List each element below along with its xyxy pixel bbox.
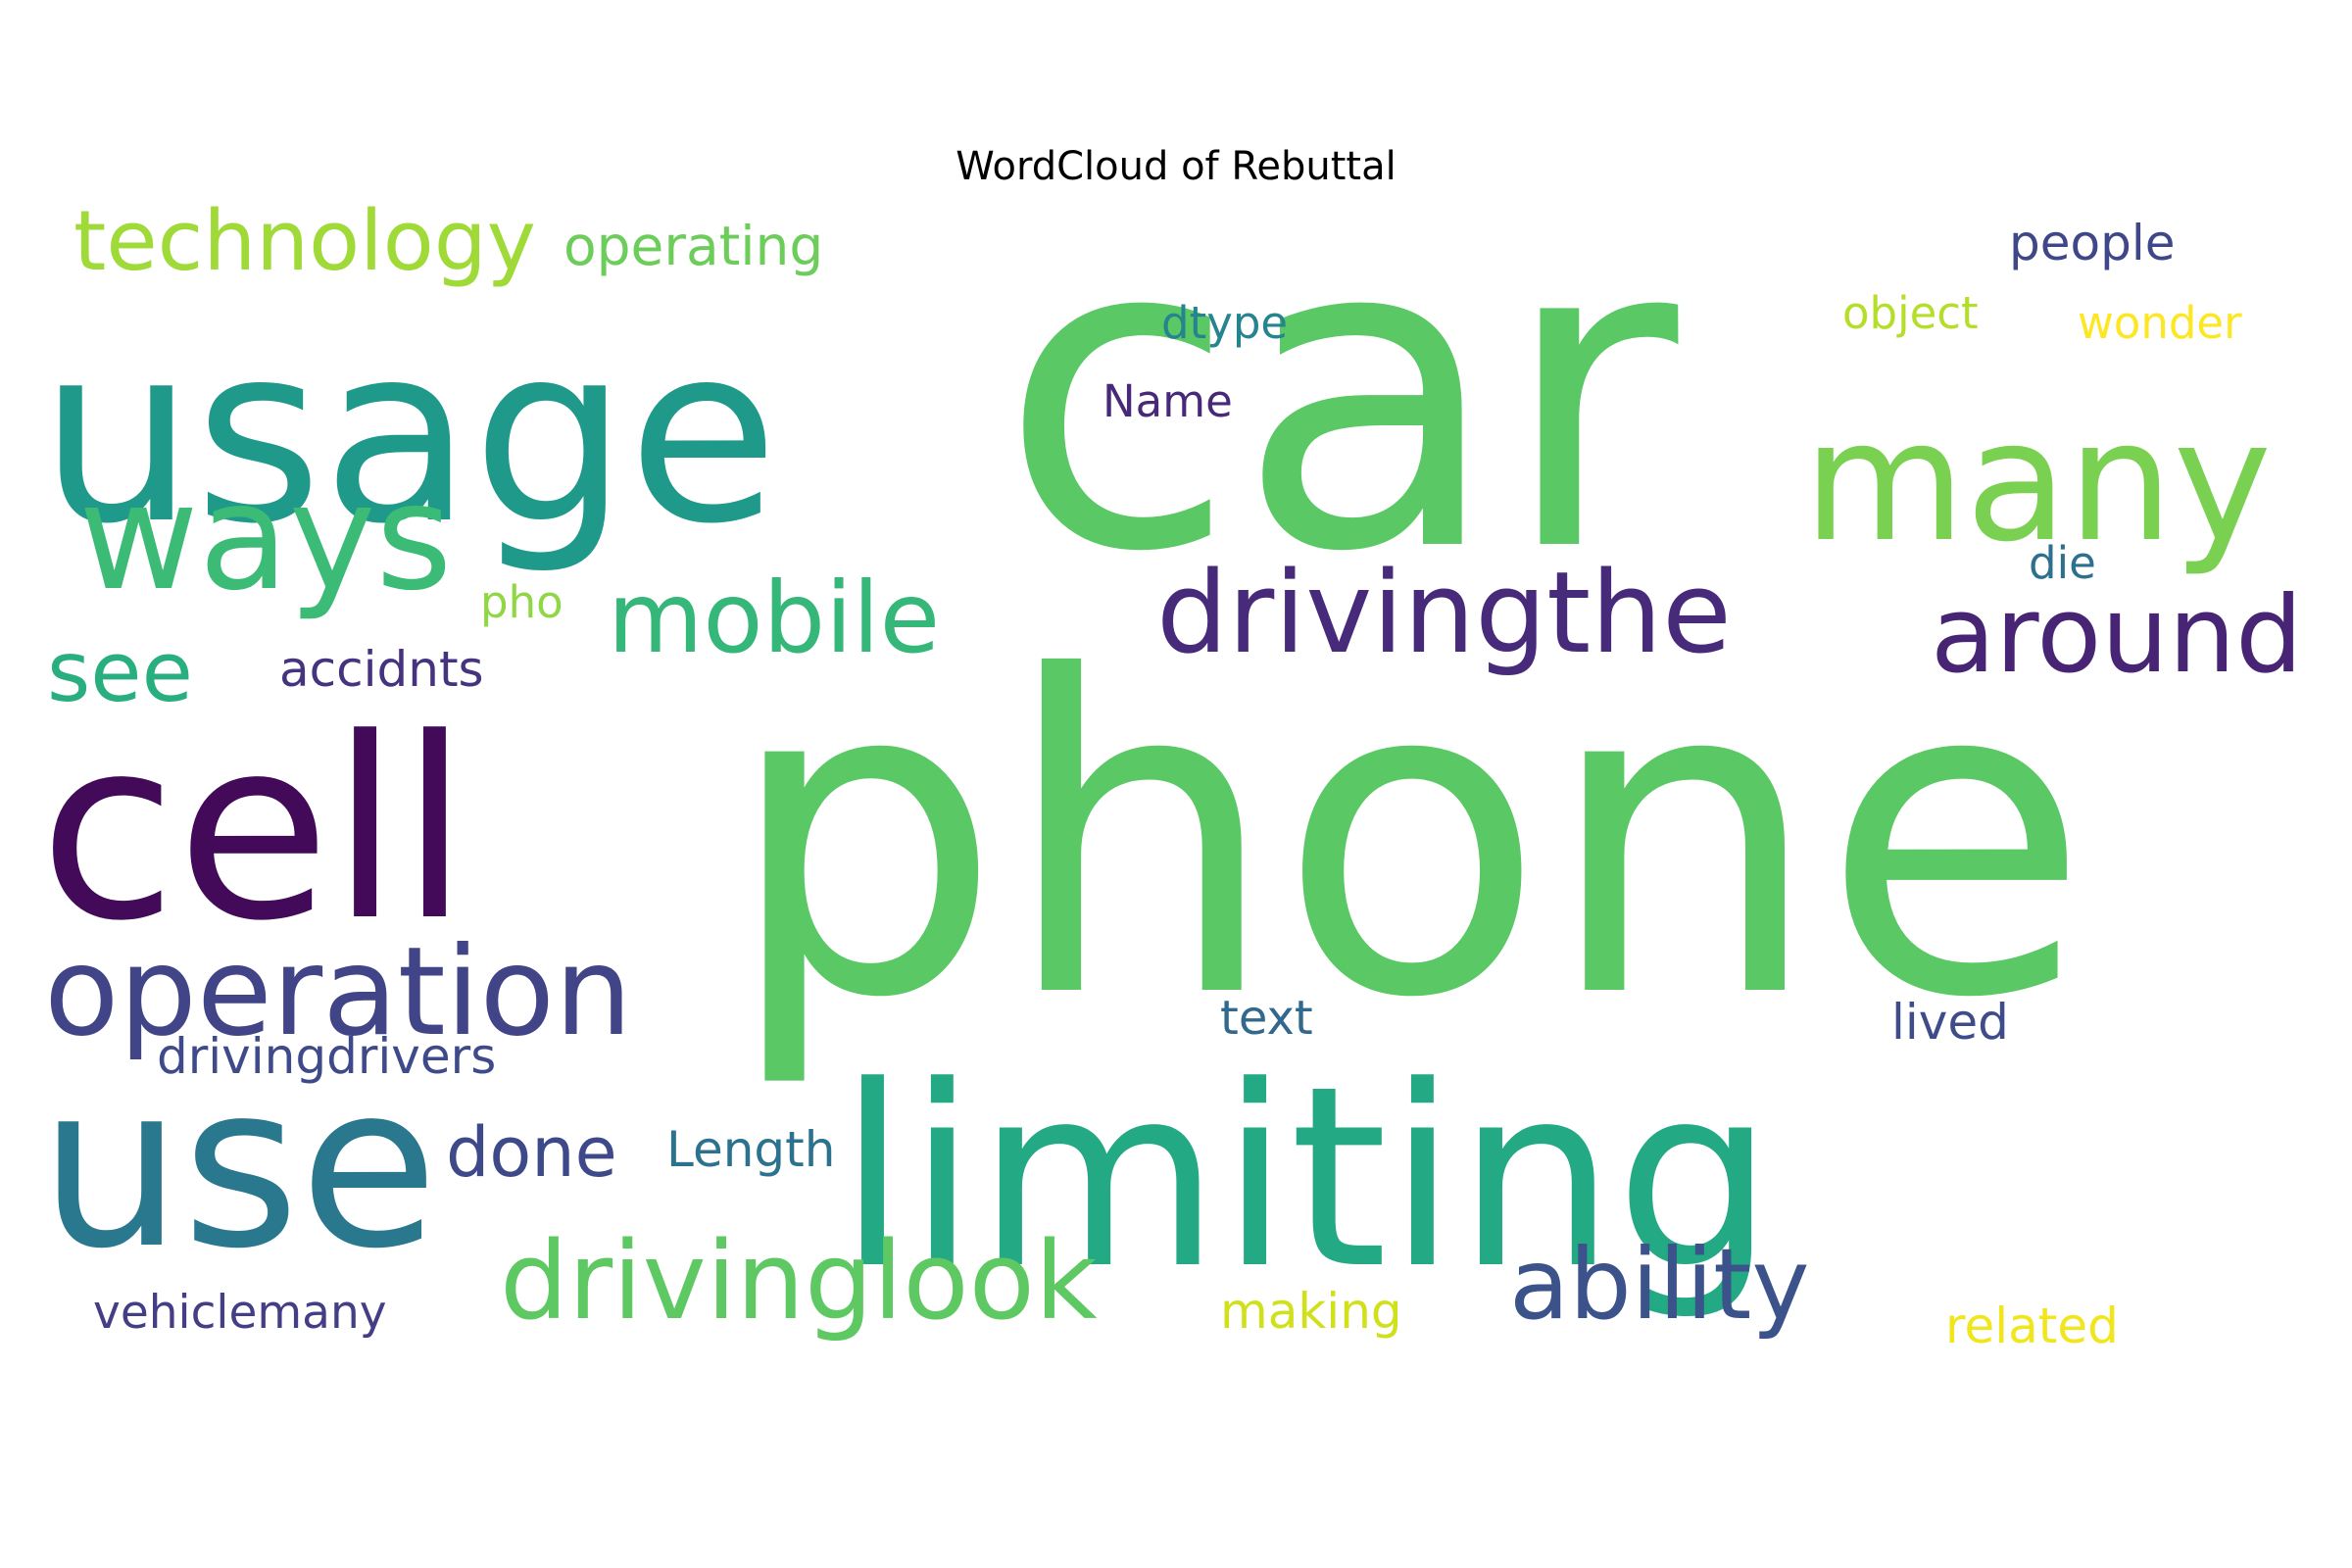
word-see: see [47, 624, 193, 721]
word-operation: operation [44, 921, 632, 1063]
word-text: text [1220, 991, 1313, 1046]
word-many: many [1803, 385, 2272, 579]
word-ways: ways [78, 453, 453, 623]
word-drivingthe: drivingthe [1156, 548, 1732, 679]
word-drivingdrivers: drivingdrivers [157, 1028, 496, 1085]
word-people: people [2009, 215, 2175, 271]
word-accidnts: accidnts [279, 641, 484, 698]
word-name: Name [1102, 375, 1233, 427]
word-cell: cell [39, 685, 469, 976]
word-length: Length [666, 1121, 835, 1178]
word-mobile: mobile [608, 561, 940, 675]
word-die: die [2029, 537, 2096, 589]
word-wonder: wonder [2078, 297, 2242, 349]
word-vehiclemany: vehiclemany [93, 1286, 387, 1340]
word-making: making [1220, 1283, 1402, 1340]
word-done: done [446, 1112, 617, 1193]
word-operating: operating [564, 215, 823, 277]
word-phone: phone [725, 585, 2090, 1093]
word-use: use [39, 1037, 438, 1298]
word-object: object [1842, 287, 1979, 339]
word-usage: usage [39, 292, 778, 577]
word-related: related [1945, 1298, 2119, 1354]
word-lived: lived [1891, 994, 2009, 1051]
word-ability: ability [1509, 1227, 1810, 1342]
word-limiting: limiting [838, 1033, 1774, 1324]
word-technology: technology [74, 193, 536, 290]
word-pho: pho [480, 576, 564, 628]
word-dtype: dtype [1161, 297, 1288, 349]
word-car: car [1000, 144, 1683, 646]
chart-title: WordCloud of Rebuttal [956, 144, 1396, 189]
word-driving-look: drivinglook [500, 1218, 1098, 1344]
word-around: around [1931, 574, 2303, 697]
